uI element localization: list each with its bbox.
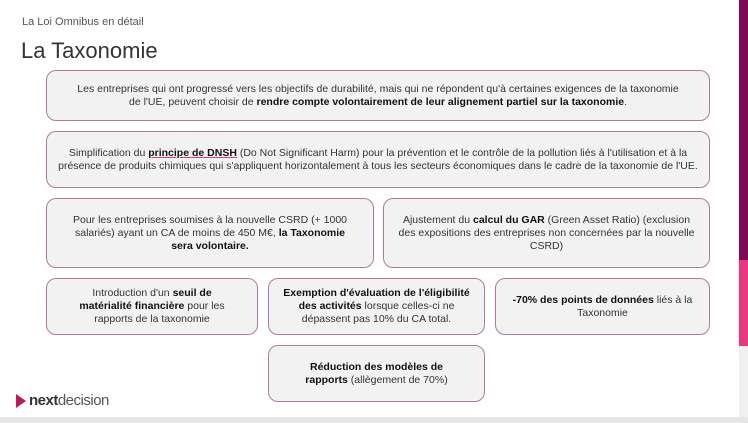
page-title: La Taxonomie [21,38,158,63]
info-box-report-models: Réduction des modèles de rapports (allèg… [268,345,485,402]
footer-strip [0,417,748,423]
section-subtitle: La Loi Omnibus en détail [22,16,144,28]
info-box-gar: Ajustement du calcul du GAR (Green Asset… [383,198,710,268]
accent-bar-light [739,346,748,423]
info-box-voluntary-reporting: Les entreprises qui ont progressé vers l… [46,70,710,121]
play-triangle-icon [16,393,26,408]
info-box-exemption: Exemption d'évaluation de l'éligibilité … [268,278,485,335]
accent-bar-pink [739,260,748,346]
info-box-materiality: Introduction d'un seuil de matérialité f… [46,278,258,335]
logo-text-strong: next [29,392,58,409]
nextdecision-logo: next decision [16,392,109,409]
info-box-csrd: Pour les entreprises soumises à la nouve… [46,198,374,268]
accent-bar-dark [739,0,748,260]
info-box-dnsh: Simplification du principe de DNSH (Do N… [46,131,710,188]
info-box-data-points: -70% des points de données liés à la Tax… [495,278,710,335]
logo-text-light: decision [57,392,110,409]
